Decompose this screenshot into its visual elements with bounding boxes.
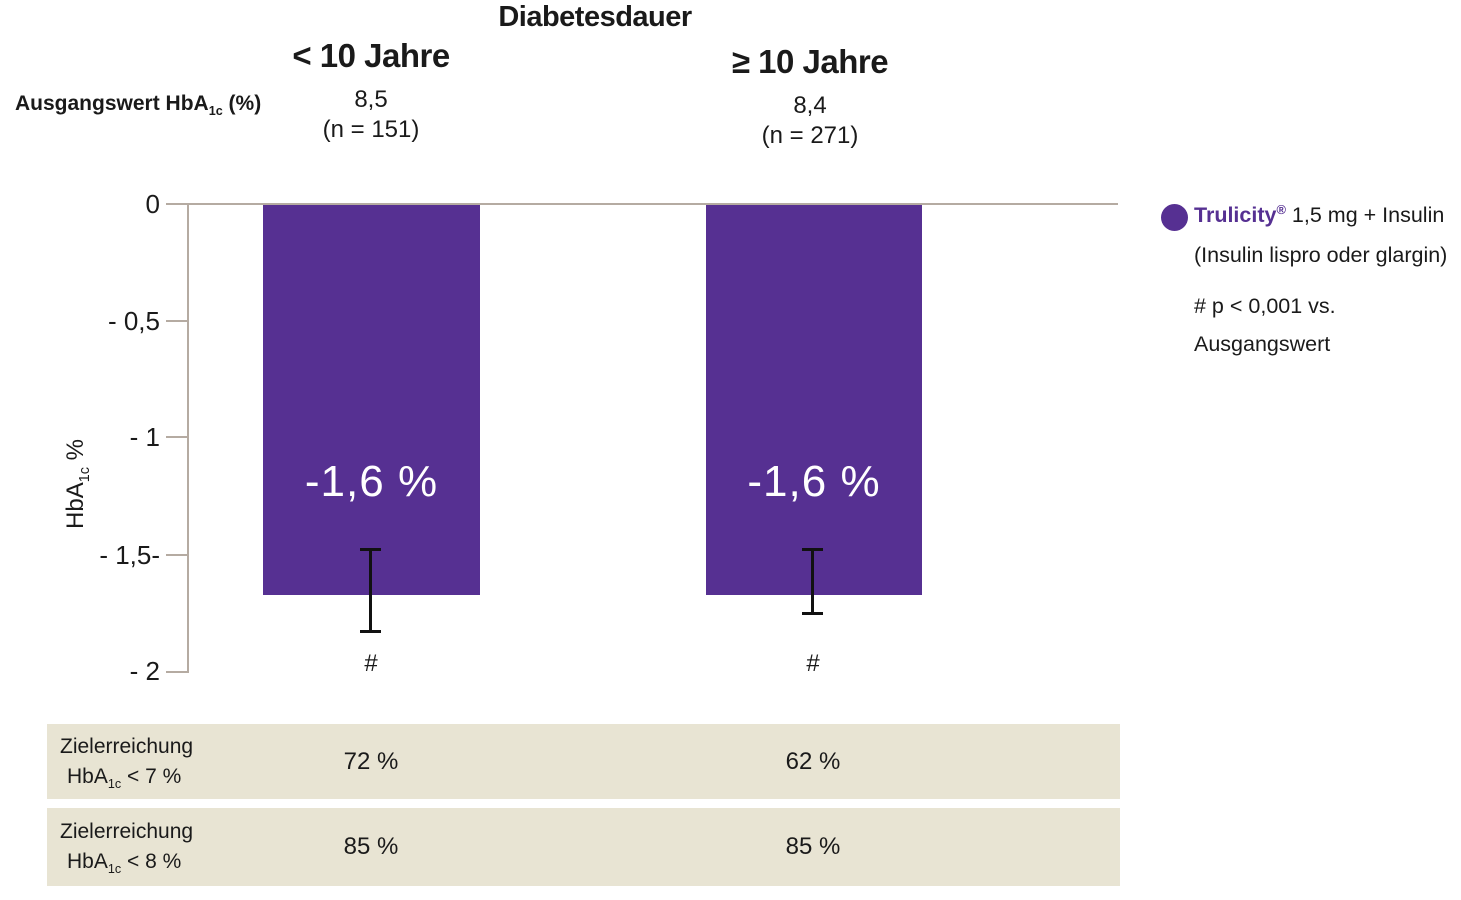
chart-title: Diabetesdauer bbox=[498, 1, 692, 33]
y-axis-title-text: HbA bbox=[62, 482, 89, 529]
error-bar-stem bbox=[369, 548, 372, 633]
baseline-value-gte10: 8,4 bbox=[793, 92, 827, 119]
target-value-gte10: 62 % bbox=[785, 747, 841, 775]
y-tick-15 bbox=[166, 554, 187, 556]
baseline-label-text: Ausgangswert HbA bbox=[15, 92, 209, 115]
bar-value-label-gte10: -1,6 % bbox=[747, 457, 881, 506]
y-axis-title: HbA1c % bbox=[62, 439, 93, 529]
error-bar-gte10 bbox=[802, 548, 823, 615]
error-bar-stem bbox=[811, 548, 814, 615]
target-row-label-line1: Zielerreichung bbox=[60, 820, 194, 843]
target-value-lt10: 72 % bbox=[343, 747, 399, 775]
target-row-label-threshold: < 7 % bbox=[121, 764, 182, 788]
baseline-row-label: Ausgangswert HbA1c (%) bbox=[15, 92, 262, 119]
target-row-hba1c-lt8: Zielerreichung HbA1c < 8 % 85 % 85 % bbox=[47, 808, 1120, 886]
significance-marker-lt10: # bbox=[364, 650, 378, 677]
y-axis-line bbox=[187, 203, 189, 673]
y-tick-label-05: - 0,5 bbox=[107, 306, 160, 336]
y-axis-title-subscript: 1c bbox=[76, 467, 93, 483]
brand-text: Trulicity bbox=[1194, 203, 1277, 227]
baseline-n-lt10: (n = 151) bbox=[322, 116, 420, 143]
target-row-label-subscript: 1c bbox=[107, 862, 122, 877]
target-row-label-hba: HbA bbox=[67, 850, 108, 873]
error-bar-cap-bottom bbox=[802, 612, 823, 615]
baseline-label-unit: (%) bbox=[222, 92, 262, 115]
y-tick-label-1: - 1 bbox=[129, 422, 160, 452]
y-tick-0 bbox=[166, 203, 187, 205]
legend-series-label: Trulicity® 1,5 mg + Insulin bbox=[1194, 203, 1444, 228]
target-row-label-line2: HbA1c < 8 % bbox=[60, 847, 193, 877]
y-tick-1 bbox=[166, 436, 187, 438]
significance-note-line2: Ausgangswert bbox=[1194, 332, 1331, 356]
baseline-label-subscript: 1c bbox=[208, 104, 223, 119]
y-tick-label-0: 0 bbox=[145, 189, 160, 219]
target-row-hba1c-lt7: Zielerreichung HbA1c < 7 % 72 % 62 % bbox=[47, 724, 1120, 799]
target-row-label-subscript: 1c bbox=[107, 776, 122, 791]
column-header-lt10: < 10 Jahre bbox=[292, 37, 450, 74]
error-bar-lt10 bbox=[360, 548, 381, 633]
target-row-label-line1: Zielerreichung bbox=[60, 734, 194, 758]
target-value-gte10: 85 % bbox=[785, 833, 841, 860]
y-tick-label-2: - 2 bbox=[129, 656, 160, 686]
target-row-label: Zielerreichung HbA1c < 8 % bbox=[60, 817, 193, 877]
bar-lt10: -1,6 % bbox=[263, 205, 480, 595]
target-value-lt10: 85 % bbox=[343, 833, 399, 860]
baseline-value-lt10: 8,5 bbox=[354, 86, 388, 113]
registered-mark-icon: ® bbox=[1276, 201, 1286, 217]
zero-baseline bbox=[187, 203, 1118, 205]
legend-dose-text: 1,5 mg + Insulin bbox=[1285, 203, 1445, 227]
y-tick-2 bbox=[166, 671, 187, 673]
legend-dot-icon bbox=[1161, 204, 1188, 231]
y-tick-label-15: - 1,5- bbox=[99, 540, 160, 570]
y-axis-title-unit: % bbox=[62, 439, 89, 468]
column-header-gte10: ≥ 10 Jahre bbox=[731, 43, 889, 80]
y-tick-05 bbox=[166, 320, 187, 322]
significance-marker-gte10: # bbox=[806, 650, 820, 677]
bar-gte10: -1,6 % bbox=[706, 205, 922, 595]
target-row-label: Zielerreichung HbA1c < 7 % bbox=[60, 732, 193, 792]
significance-note-line1: # p < 0,001 vs. bbox=[1194, 294, 1336, 318]
baseline-n-gte10: (n = 271) bbox=[761, 122, 859, 149]
target-row-label-threshold: < 8 % bbox=[121, 850, 182, 873]
bar-value-label-lt10: -1,6 % bbox=[304, 457, 439, 506]
legend-series-sublabel: (Insulin lispro oder glargin) bbox=[1194, 243, 1448, 267]
target-row-label-hba: HbA bbox=[67, 764, 108, 788]
target-row-label-line2: HbA1c < 7 % bbox=[60, 762, 193, 792]
brand-name: Trulicity® bbox=[1194, 203, 1286, 227]
error-bar-cap-bottom bbox=[360, 630, 381, 633]
